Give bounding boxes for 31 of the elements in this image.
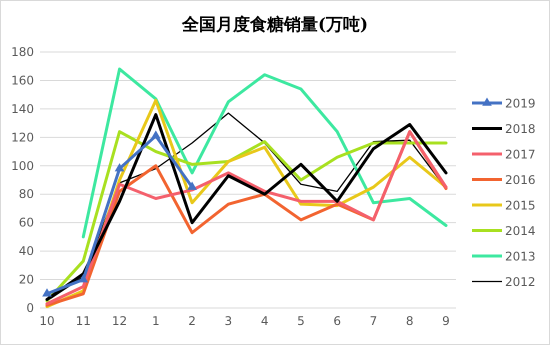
x-tick-label: 11 [76, 314, 91, 328]
y-tick-label: 40 [18, 244, 34, 258]
y-tick-label: 100 [11, 158, 34, 173]
legend-label: 2014 [505, 224, 536, 238]
x-tick-label: 7 [370, 314, 378, 328]
legend-label: 2015 [505, 198, 536, 212]
legend-label: 2018 [505, 122, 536, 136]
y-tick-label: 180 [11, 45, 34, 59]
x-tick-label: 1 [152, 314, 160, 328]
y-tick-label: 20 [18, 272, 34, 287]
y-tick-label: 140 [11, 102, 34, 116]
x-tick-label: 2 [188, 314, 196, 328]
y-tick-label: 0 [26, 301, 34, 315]
chart-title: 全国月度食糖销量(万吨) [180, 15, 368, 35]
legend-label: 2019 [505, 96, 536, 110]
legend-label: 2012 [505, 275, 536, 289]
x-tick-label: 3 [224, 314, 232, 328]
x-tick-label: 4 [260, 314, 268, 328]
x-tick-label: 8 [406, 314, 414, 328]
x-tick-label: 5 [297, 314, 305, 328]
x-tick-label: 9 [442, 314, 450, 328]
legend-label: 2013 [505, 250, 536, 264]
legend-label: 2017 [505, 148, 536, 162]
y-tick-label: 80 [18, 187, 34, 202]
legend-label: 2016 [505, 173, 536, 187]
y-tick-label: 120 [11, 130, 34, 144]
y-tick-label: 160 [11, 73, 34, 88]
x-tick-label: 10 [39, 314, 55, 328]
x-tick-label: 6 [333, 314, 341, 328]
x-tick-label: 12 [112, 314, 128, 328]
y-tick-label: 60 [18, 216, 34, 230]
